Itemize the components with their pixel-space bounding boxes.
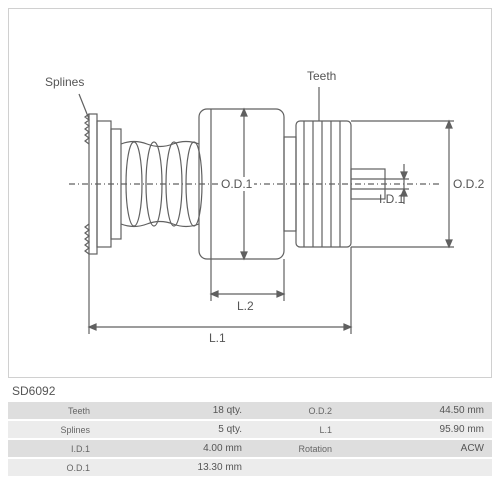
teeth-label: Teeth <box>307 69 336 83</box>
spec-value: 13.30 mm <box>98 458 250 477</box>
spec-row: I.D.1 4.00 mm Rotation ACW <box>8 439 492 458</box>
spec-value <box>340 458 492 477</box>
spec-row: O.D.1 13.30 mm <box>8 458 492 477</box>
od1-label: O.D.1 <box>219 177 254 191</box>
spec-row: Splines 5 qty. L.1 95.90 mm <box>8 420 492 439</box>
part-code: SD6092 <box>8 382 492 400</box>
spec-value: 5 qty. <box>98 420 250 439</box>
spec-label: Splines <box>8 420 98 439</box>
spec-label: Rotation <box>250 439 340 458</box>
spec-label: Teeth <box>8 402 98 420</box>
id1-label: I.D.1 <box>379 192 404 206</box>
spec-value: ACW <box>340 439 492 458</box>
splines-label: Splines <box>45 75 84 89</box>
l2-label: L.2 <box>237 299 254 313</box>
spec-label: I.D.1 <box>8 439 98 458</box>
technical-drawing <box>9 9 491 377</box>
spec-label <box>250 458 340 477</box>
od2-label: O.D.2 <box>453 177 484 191</box>
spec-value: 4.00 mm <box>98 439 250 458</box>
l1-label: L.1 <box>209 331 226 345</box>
spec-label: O.D.1 <box>8 458 98 477</box>
spec-label: O.D.2 <box>250 402 340 420</box>
spec-value: 95.90 mm <box>340 420 492 439</box>
spec-table: Teeth 18 qty. O.D.2 44.50 mm Splines 5 q… <box>8 402 492 478</box>
spec-value: 18 qty. <box>98 402 250 420</box>
spec-label: L.1 <box>250 420 340 439</box>
spec-value: 44.50 mm <box>340 402 492 420</box>
diagram-area: Splines Teeth O.D.1 I.D.1 O.D.2 L.2 L.1 <box>8 8 492 378</box>
spec-row: Teeth 18 qty. O.D.2 44.50 mm <box>8 402 492 420</box>
